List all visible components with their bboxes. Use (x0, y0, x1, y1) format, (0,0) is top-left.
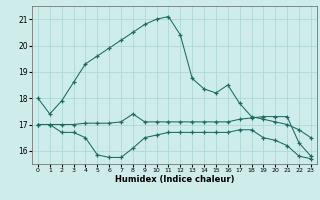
X-axis label: Humidex (Indice chaleur): Humidex (Indice chaleur) (115, 175, 234, 184)
